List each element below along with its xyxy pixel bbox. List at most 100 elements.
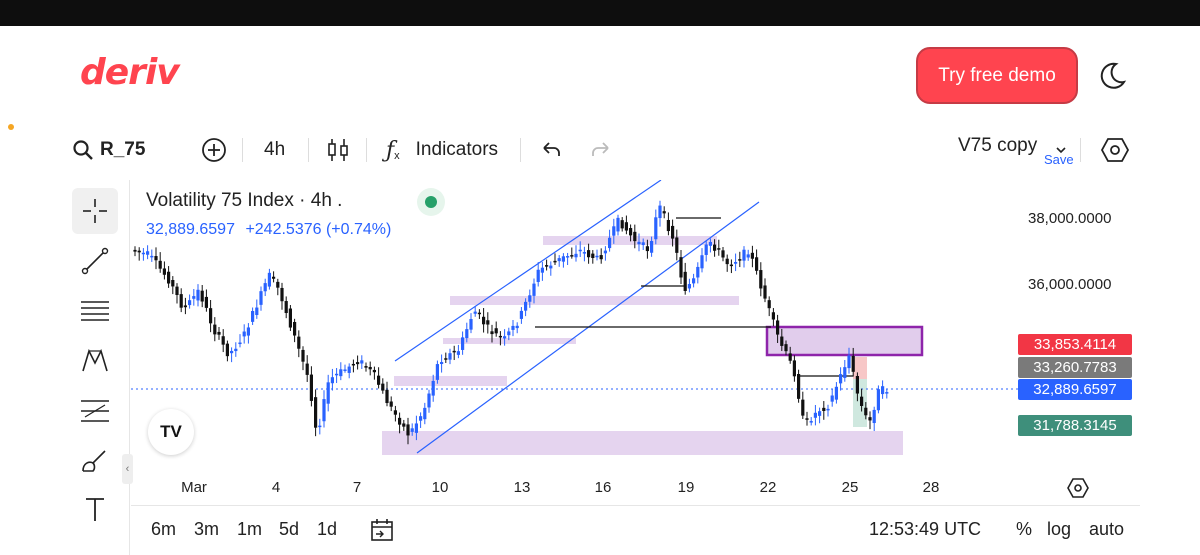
candle [246, 327, 250, 336]
candle [767, 300, 771, 309]
moon-icon[interactable] [1094, 58, 1130, 94]
candle [309, 374, 313, 401]
range-1m[interactable]: 1m [237, 519, 263, 539]
candle [780, 336, 784, 346]
crosshair-tool[interactable] [72, 188, 118, 234]
candle [725, 258, 729, 265]
demand-zone [450, 296, 739, 305]
bottom-toolbar: 6m 3m 1m 5d 1d 12:53:49 UTC % log auto [131, 505, 1140, 555]
layout-dropdown[interactable] [1054, 128, 1068, 172]
candle [603, 250, 607, 254]
candle [204, 296, 208, 308]
candle [330, 377, 334, 384]
try-free-demo-button[interactable]: Try free demo [916, 47, 1078, 104]
candle [360, 360, 364, 364]
candle [860, 396, 864, 406]
candle [494, 328, 498, 334]
price-chart[interactable] [131, 180, 1140, 505]
indicators-button[interactable]: ƒ x Indicators [386, 128, 498, 172]
save-link[interactable]: Save [1044, 152, 1074, 167]
candle [671, 225, 675, 239]
candle [364, 366, 368, 368]
redo-button[interactable] [590, 128, 612, 172]
clock[interactable]: 12:53:49 UTC [869, 519, 982, 539]
candle [188, 300, 192, 306]
layout-name[interactable]: V75 copy [958, 135, 1038, 156]
candle [318, 425, 322, 428]
candle [566, 256, 570, 258]
collapse-sidebar-button[interactable]: ‹ [122, 454, 133, 484]
candle [288, 308, 292, 328]
forecast-tool[interactable] [72, 388, 118, 434]
candle [351, 363, 355, 366]
log-toggle[interactable]: log [1047, 519, 1072, 539]
candle [570, 255, 574, 257]
candle [293, 321, 297, 336]
channel-upper-line [394, 180, 662, 362]
candle [696, 266, 700, 278]
candle [414, 423, 418, 433]
candle [851, 355, 855, 372]
horizontal-lines-icon [81, 301, 109, 321]
symbol-search[interactable]: R_75 [72, 128, 145, 172]
candle [372, 369, 376, 373]
candle [574, 253, 578, 258]
brush-icon [82, 450, 106, 472]
candle [511, 325, 515, 330]
candle [729, 264, 733, 267]
symbol-label: R_75 [100, 139, 146, 160]
range-1d[interactable]: 1d [317, 519, 338, 539]
candle [645, 246, 649, 252]
last-price: 32,889.6597 [146, 221, 235, 238]
axis-settings-icon[interactable] [1066, 476, 1090, 500]
deriv-logo[interactable]: deriv [80, 52, 180, 93]
brush-tool[interactable] [72, 438, 118, 484]
candle [654, 217, 658, 240]
candle [624, 222, 628, 231]
candle [612, 226, 616, 236]
candle [839, 374, 843, 384]
candle [788, 353, 792, 361]
candle [771, 312, 775, 320]
tradingview-logo[interactable]: TV [148, 409, 194, 455]
trend-line-tool[interactable] [72, 238, 118, 284]
go-to-date-icon[interactable] [369, 517, 395, 543]
candle [633, 231, 637, 242]
compare-button[interactable] [200, 128, 228, 172]
candle [587, 250, 591, 258]
undo-icon [543, 142, 560, 156]
range-3m[interactable]: 3m [194, 519, 220, 539]
candle [389, 401, 393, 407]
text-tool[interactable] [72, 486, 118, 532]
undo-button[interactable] [540, 128, 562, 172]
pattern-tool[interactable] [72, 338, 118, 384]
toolbar-divider [242, 138, 243, 162]
interval-button[interactable]: 4h [264, 139, 286, 160]
range-6m[interactable]: 6m [151, 519, 177, 539]
candle [406, 424, 410, 436]
candle [503, 336, 507, 339]
candle [347, 366, 351, 373]
settings-button[interactable] [1100, 128, 1130, 172]
candle [402, 423, 406, 427]
search-icon [73, 140, 93, 160]
y-axis-label: 36,000.0000 [1028, 276, 1112, 293]
range-5d[interactable]: 5d [279, 519, 300, 539]
fib-tool[interactable] [72, 288, 118, 334]
candle [343, 369, 347, 371]
auto-toggle[interactable]: auto [1089, 519, 1125, 539]
candle [393, 410, 397, 415]
status-bar [0, 0, 1200, 26]
candle [721, 250, 725, 258]
candle [582, 252, 586, 254]
chart-type-button[interactable] [326, 128, 350, 172]
candle [801, 399, 805, 416]
candle [356, 362, 360, 365]
candle [398, 417, 402, 425]
candle [456, 351, 460, 355]
market-status [417, 188, 445, 216]
indicator-dot [8, 124, 14, 130]
candle [666, 219, 670, 232]
candle [692, 278, 696, 284]
percent-toggle[interactable]: % [1016, 519, 1033, 539]
